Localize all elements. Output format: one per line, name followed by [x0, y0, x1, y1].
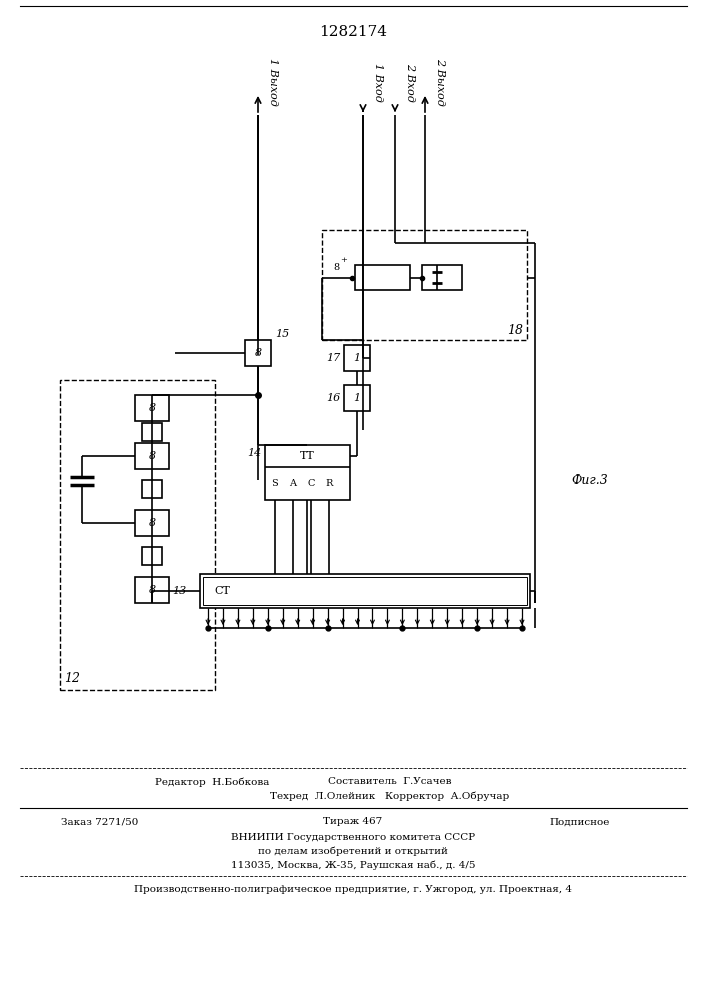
Bar	[60, 380, 215, 690]
Text: 13: 13	[172, 586, 186, 596]
Bar	[142, 423, 162, 441]
Text: 16: 16	[326, 393, 340, 403]
Text: 1 Вход: 1 Вход	[373, 63, 383, 101]
Text: 1: 1	[354, 353, 361, 363]
Text: Составитель  Г.Усачев: Составитель Г.Усачев	[328, 778, 452, 786]
Bar	[135, 395, 169, 421]
Bar	[245, 340, 271, 366]
Bar	[135, 577, 169, 603]
Text: Техред  Л.Олейник   Корректор  А.Обручар: Техред Л.Олейник Корректор А.Обручар	[270, 791, 510, 801]
Text: 2 Выход: 2 Выход	[435, 58, 445, 106]
Text: Подписное: Подписное	[550, 818, 610, 826]
Text: 8: 8	[148, 585, 156, 595]
Text: 8: 8	[333, 263, 339, 272]
Text: Заказ 7271/50: Заказ 7271/50	[62, 818, 139, 826]
Bar	[344, 345, 370, 371]
Bar	[265, 445, 350, 500]
Bar	[422, 265, 462, 290]
Text: ВНИИПИ Государственного комитета СССР: ВНИИПИ Государственного комитета СССР	[231, 832, 475, 842]
Text: ТТ: ТТ	[300, 451, 315, 461]
Text: 18: 18	[507, 324, 523, 336]
Text: 17: 17	[326, 353, 340, 363]
Text: 14: 14	[247, 448, 261, 458]
Text: 8: 8	[148, 518, 156, 528]
Text: +: +	[341, 256, 347, 264]
Text: 8: 8	[255, 348, 262, 358]
Text: 2 Вход: 2 Вход	[405, 63, 415, 101]
Text: Редактор  Н.Бобкова: Редактор Н.Бобкова	[155, 777, 269, 787]
Bar	[142, 547, 162, 565]
Text: R: R	[325, 479, 333, 488]
Bar	[322, 230, 527, 340]
Text: 8: 8	[148, 451, 156, 461]
Text: Тираж 467: Тираж 467	[323, 818, 382, 826]
Bar	[135, 443, 169, 469]
Bar	[200, 574, 530, 608]
Text: S: S	[271, 479, 279, 488]
Text: A: A	[289, 479, 296, 488]
Bar	[355, 265, 410, 290]
Text: 15: 15	[275, 329, 289, 339]
Text: Производственно-полиграфическое предприятие, г. Ужгород, ул. Проектная, 4: Производственно-полиграфическое предприя…	[134, 886, 572, 894]
Text: СТ: СТ	[214, 586, 230, 596]
Text: 8: 8	[148, 403, 156, 413]
Text: Фиг.3: Фиг.3	[572, 474, 609, 487]
Text: 1: 1	[354, 393, 361, 403]
Text: 1282174: 1282174	[319, 25, 387, 39]
Bar	[344, 385, 370, 411]
Text: по делам изобретений и открытий: по делам изобретений и открытий	[258, 846, 448, 856]
Text: C: C	[308, 479, 315, 488]
Text: 12: 12	[64, 672, 80, 684]
Bar	[203, 577, 527, 605]
Bar	[142, 480, 162, 498]
Text: 113035, Москва, Ж-35, Раушская наб., д. 4/5: 113035, Москва, Ж-35, Раушская наб., д. …	[230, 860, 475, 870]
Bar	[135, 510, 169, 536]
Text: 1 Выход: 1 Выход	[268, 58, 278, 106]
